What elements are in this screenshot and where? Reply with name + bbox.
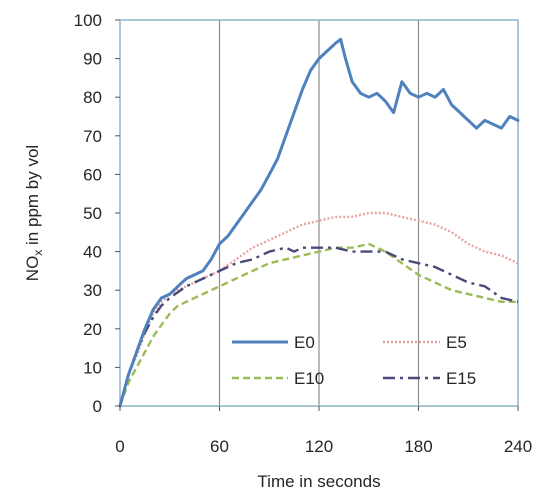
y-tick-label: 80 [83,88,102,107]
y-axis-title-rest: in ppm by vol [23,145,42,250]
legend: E0 E5 E10 E15 [232,333,476,388]
y-tick-label: 30 [83,281,102,300]
legend-label-e10: E10 [294,369,324,388]
x-tick-label: 60 [210,437,229,456]
series-line-e10 [118,242,518,407]
series-line-e0 [118,37,520,408]
legend-label-e15: E15 [446,369,476,388]
x-tick-label: 120 [305,437,333,456]
y-tick-label: 20 [83,320,102,339]
grid-lines [218,20,420,406]
y-tick-label: 90 [83,50,102,69]
legend-label-e0: E0 [294,333,315,352]
y-tick-label: 60 [83,165,102,184]
legend-label-e5: E5 [446,333,467,352]
series-line-e5 [118,211,519,407]
y-tick-label: 10 [83,358,102,377]
y-tick-label: 70 [83,127,102,146]
y-axis-title: NOx in ppm by vol [23,145,45,281]
y-tick-label: 40 [83,243,102,262]
x-axis-ticks: 0 60 120 180 240 [115,406,532,456]
y-axis-title-main: NO [23,256,42,282]
y-axis-ticks: 0 10 20 30 40 50 60 70 80 90 100 [74,11,120,416]
x-tick-label: 180 [404,437,432,456]
x-tick-label: 0 [115,437,124,456]
series-layer [118,37,520,408]
y-tick-label: 0 [93,397,102,416]
series-line-e15 [118,246,519,407]
y-tick-label: 100 [74,11,102,30]
y-axis-title-subscript: x [31,250,45,256]
x-axis-title: Time in seconds [257,472,380,491]
y-tick-label: 50 [83,204,102,223]
x-tick-label: 240 [504,437,532,456]
